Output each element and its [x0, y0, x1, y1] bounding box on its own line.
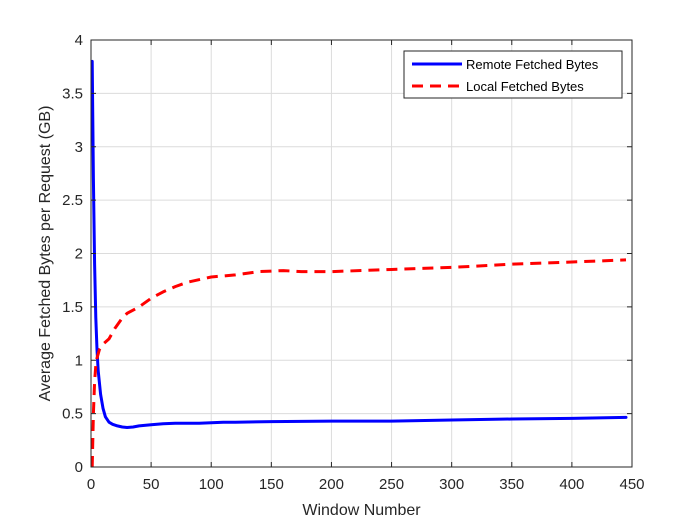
y-tick-label: 3 [75, 139, 83, 156]
y-tick-label: 2 [75, 246, 83, 263]
x-tick-label: 450 [619, 476, 644, 493]
x-tick-label: 250 [379, 476, 404, 493]
x-tick-label: 0 [87, 476, 95, 493]
x-tick-label: 200 [319, 476, 344, 493]
x-axis-label: Window Number [302, 502, 421, 519]
y-tick-label: 2.5 [62, 192, 83, 209]
x-tick-label: 50 [143, 476, 160, 493]
legend-label-remote: Remote Fetched Bytes [466, 57, 599, 72]
x-tick-label: 150 [259, 476, 284, 493]
x-tick-label: 100 [199, 476, 224, 493]
axis-ticks: 0 50 100 150 200 250 300 350 400 450 0 0.5 1 1.5 2 2.5 3… [62, 32, 644, 493]
y-tick-label: 0.5 [62, 406, 83, 423]
legend: Remote Fetched Bytes Local Fetched Bytes [403, 50, 623, 99]
legend-label-local: Local Fetched Bytes [466, 79, 584, 94]
series-line-local [90, 258, 627, 468]
legend-box [403, 50, 623, 99]
series-line-remote [90, 59, 628, 429]
y-tick-label: 0 [75, 459, 83, 476]
y-axis-label: Average Fetched Bytes per Request (GB) [37, 106, 54, 402]
y-tick-label: 3.5 [62, 85, 83, 102]
x-tick-label: 300 [439, 476, 464, 493]
y-tick-label: 4 [75, 32, 83, 49]
x-tick-label: 350 [499, 476, 524, 493]
y-tick-label: 1 [75, 352, 83, 369]
series-layer [90, 59, 628, 468]
y-tick-label: 1.5 [62, 299, 83, 316]
x-tick-label: 400 [559, 476, 584, 493]
